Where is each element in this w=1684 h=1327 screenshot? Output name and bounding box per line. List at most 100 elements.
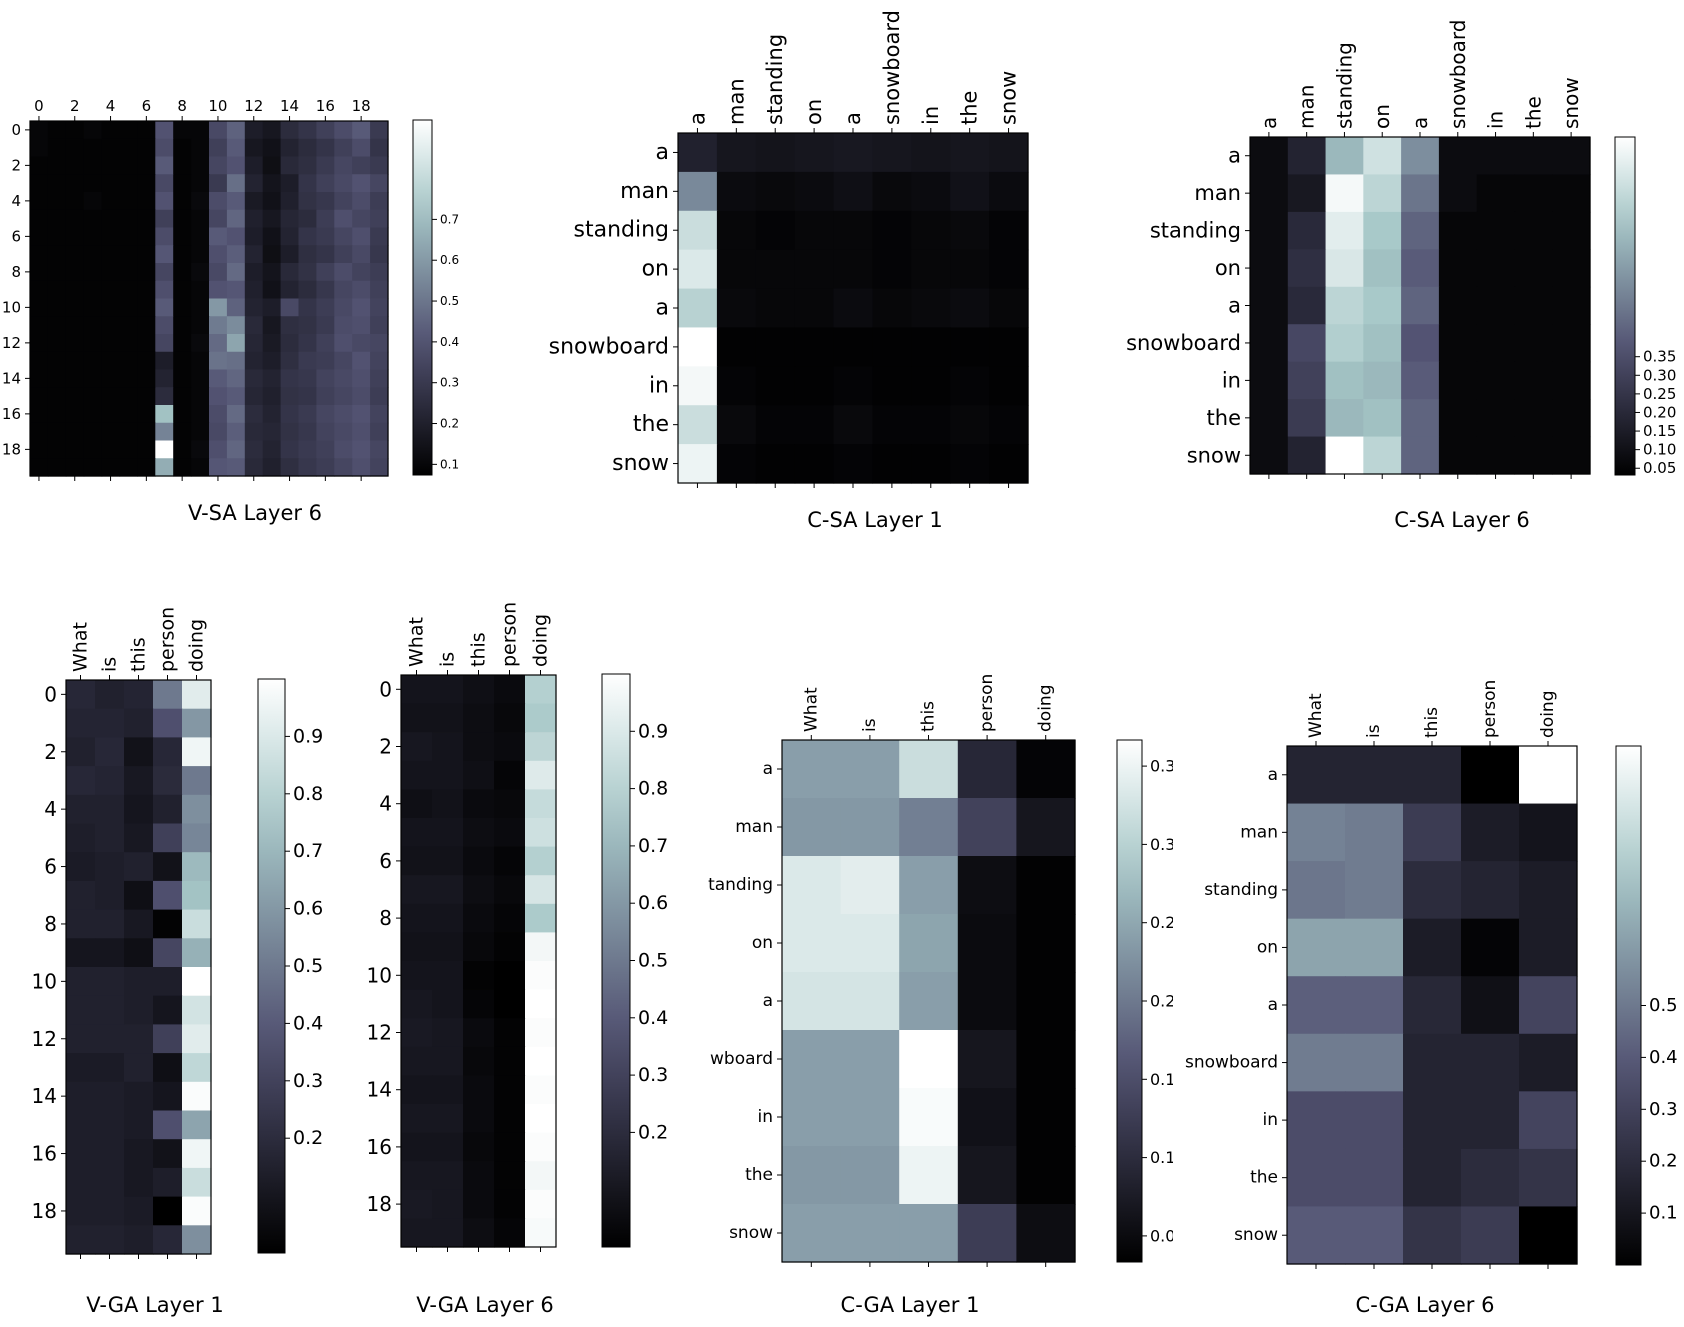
heatmap-cell (352, 263, 371, 282)
heatmap-cell (716, 366, 757, 406)
heatmap-cell (137, 245, 156, 264)
heatmap-cell (226, 121, 246, 140)
x-tick-label: 14 (280, 97, 299, 115)
heatmap-cell (899, 1088, 959, 1147)
heatmap-cell (30, 405, 49, 424)
heatmap-cell (1250, 174, 1289, 213)
heatmap-cell (494, 1018, 526, 1048)
heatmap-cell (1461, 746, 1520, 805)
heatmap-cell (153, 1139, 183, 1169)
colorbar-tick-label: 0.9 (293, 725, 323, 747)
heatmap-cell (911, 444, 951, 484)
heatmap-cell (95, 1081, 125, 1112)
heatmap-cell (401, 1104, 433, 1134)
heatmap-cell (782, 1088, 842, 1147)
heatmap-cell (678, 249, 718, 290)
x-tick-label: person (157, 607, 179, 672)
heatmap-cell (66, 995, 96, 1025)
heatmap-cell (1552, 324, 1591, 363)
heatmap-cell (298, 405, 317, 424)
heatmap-cell (209, 245, 228, 264)
heatmap-cell (1401, 286, 1440, 325)
heatmap-cell (155, 387, 174, 406)
heatmap-cell (155, 263, 174, 282)
heatmap-cell (370, 280, 389, 300)
heatmap-cell (244, 298, 264, 317)
heatmap-cell (262, 156, 282, 175)
heatmap-cell (911, 405, 951, 445)
heatmap-cell (30, 316, 49, 335)
heatmap-cell (1325, 211, 1364, 250)
heatmap-cell (124, 1110, 154, 1140)
heatmap-cell (182, 938, 212, 968)
heatmap-cell (124, 1225, 154, 1255)
heatmap-cell (1403, 1033, 1462, 1092)
heatmap-cell (137, 440, 156, 459)
heatmap-cell (95, 1053, 125, 1083)
heatmap-cell (47, 156, 67, 175)
heatmap-cell (119, 245, 138, 264)
heatmap-cell (119, 280, 138, 300)
heatmap-cell (1287, 1206, 1346, 1265)
heatmap-cell (153, 794, 183, 825)
heatmap-cell (280, 458, 300, 477)
heatmap-cell (47, 192, 67, 211)
heatmap-cell (334, 334, 353, 353)
heatmap-cell (47, 121, 67, 140)
heatmap-cell (401, 1075, 433, 1105)
heatmap-panel-vga6: What is this person doing 0 2 4 6 8 10 12 14 16 18 0.2 0… (367, 602, 669, 1317)
heatmap-cell (95, 1024, 125, 1054)
heatmap-cell (262, 351, 282, 371)
heatmap-cell (716, 327, 757, 367)
heatmap-cell (280, 316, 300, 335)
heatmap-cell (833, 405, 874, 445)
heatmap-cell (65, 138, 85, 158)
heatmap-cell (840, 798, 900, 857)
heatmap-cell (1287, 249, 1327, 288)
heatmap-cell (66, 680, 96, 710)
heatmap-cell (782, 972, 842, 1031)
heatmap-cell (494, 989, 526, 1019)
heatmap-panel-cga6: What is this person doing a man standing on a snow… (1185, 680, 1678, 1317)
heatmap-cell (83, 245, 103, 264)
heatmap-cell (463, 875, 495, 905)
y-tick-label: the (745, 1165, 773, 1185)
heatmap-cell (755, 366, 796, 406)
heatmap-cell (352, 192, 371, 211)
colorbar-tick-label: 0.3 (293, 1070, 323, 1092)
heatmap-cell (244, 458, 264, 477)
heatmap-cell (298, 121, 317, 140)
heatmap-cell (494, 932, 526, 962)
colorbar-tick-label: 0.1 (1150, 1148, 1175, 1167)
heatmap-cell (182, 1167, 212, 1198)
heatmap-cell (66, 967, 96, 997)
heatmap-cell (525, 903, 557, 933)
colorbar-tick-label: 0.1 (440, 457, 459, 471)
heatmap-cell (101, 121, 121, 140)
heatmap-cell (30, 174, 49, 193)
heatmap-cell (370, 192, 389, 211)
heatmap-cell (525, 675, 557, 705)
heatmap-cell (1401, 211, 1440, 250)
heatmap-cell (191, 121, 210, 140)
heatmap-cell (95, 1110, 125, 1140)
heatmap-cell (525, 1046, 557, 1076)
colorbar (412, 119, 433, 476)
heatmap-cell (494, 1046, 526, 1076)
x-tick-label: 16 (316, 97, 335, 115)
heatmap-cell (119, 156, 138, 175)
heatmap-cell (298, 192, 317, 211)
heatmap-cell (124, 1196, 154, 1226)
heatmap-cell (1461, 976, 1520, 1035)
y-tick-label: snowboard (1185, 1053, 1278, 1073)
heatmap-cell (173, 422, 192, 442)
heatmap-cell (1519, 1206, 1578, 1265)
x-tick-label: 4 (106, 97, 116, 115)
heatmap-cell (1519, 1033, 1578, 1092)
heatmap-cell (1345, 1091, 1404, 1150)
x-tick-label: is (1364, 724, 1384, 738)
heatmap-cell (755, 405, 796, 445)
heatmap-cell (1552, 174, 1591, 213)
heatmap-cell (678, 210, 718, 251)
heatmap-cell (298, 227, 317, 246)
